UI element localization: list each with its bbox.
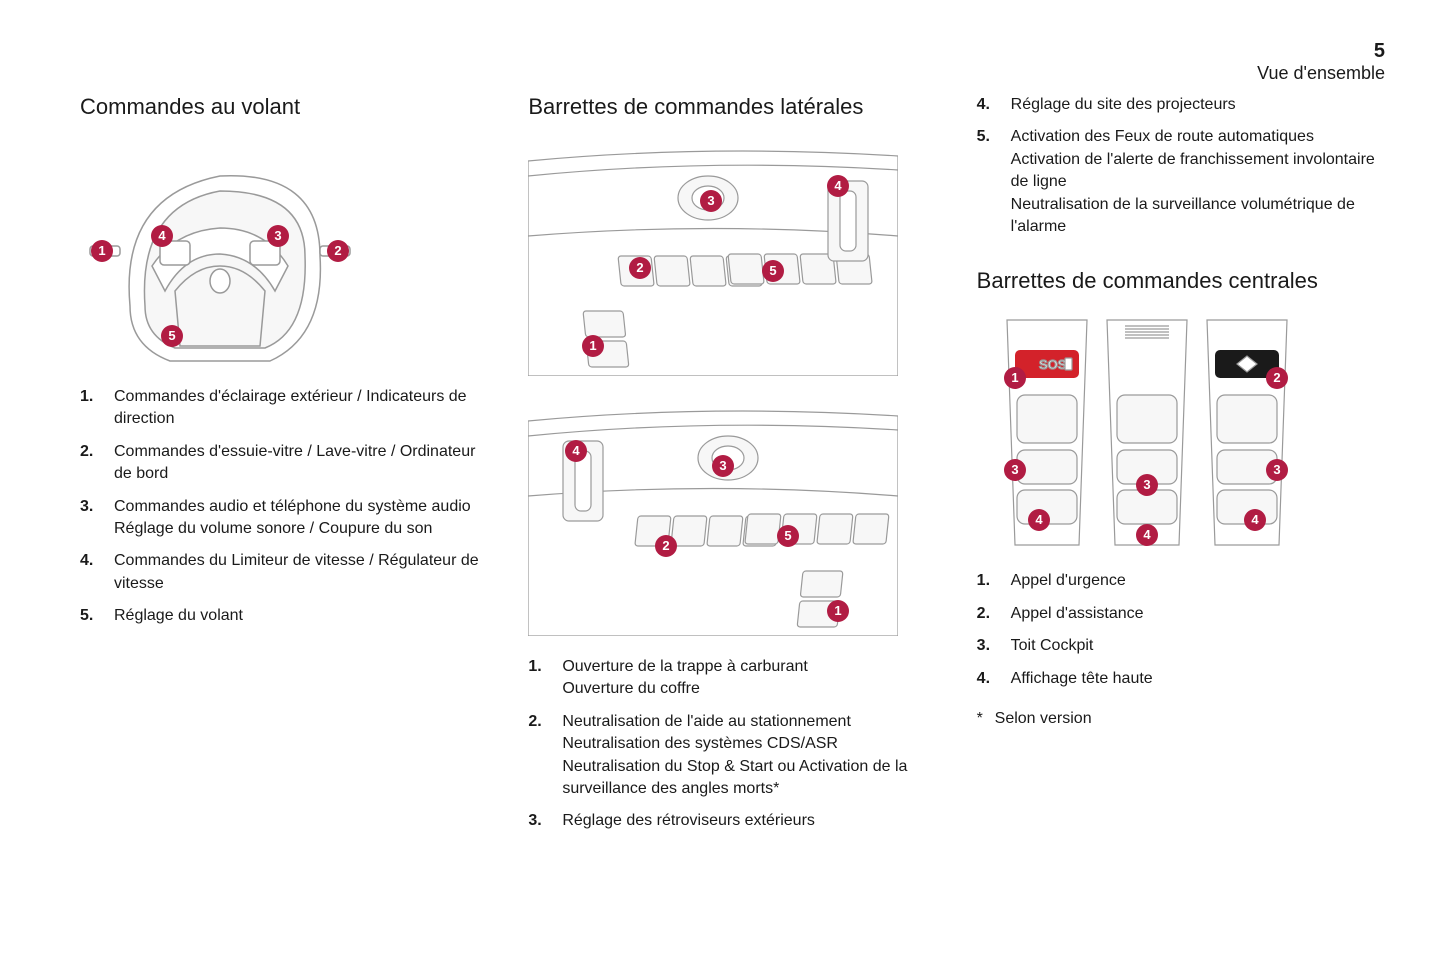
column-steering: Commandes au volant 1 2 3 4 5 Commandes … bbox=[80, 94, 488, 843]
svg-text:3: 3 bbox=[274, 228, 281, 243]
list-item-line: Neutralisation de l'aide au stationnemen… bbox=[562, 711, 936, 733]
svg-text:1: 1 bbox=[835, 603, 842, 618]
svg-text:3: 3 bbox=[720, 458, 727, 473]
list-central: Appel d'urgence Appel d'assistance Toit Co… bbox=[977, 570, 1385, 690]
column-lateral: Barrettes de commandes latérales 1 2 3 4… bbox=[528, 94, 936, 843]
svg-text:2: 2 bbox=[334, 243, 341, 258]
list-item: Neutralisation de l'aide au stationnemen… bbox=[562, 711, 936, 801]
list-item: Appel d'assistance bbox=[1011, 603, 1385, 625]
svg-text:3: 3 bbox=[708, 193, 715, 208]
list-item-line: Activation de l'alerte de franchissement… bbox=[1011, 149, 1385, 194]
figure-steering-wheel: 1 2 3 4 5 bbox=[80, 136, 488, 366]
list-item: Commandes audio et téléphone du système … bbox=[114, 496, 488, 541]
svg-text:3: 3 bbox=[1143, 477, 1150, 492]
vue-label: Vue d'ensemble bbox=[80, 63, 1385, 84]
list-lateral-continuation: 4.Réglage du site des projecteurs5.Activ… bbox=[977, 94, 1385, 238]
columns: Commandes au volant 1 2 3 4 5 Commandes … bbox=[80, 94, 1385, 843]
svg-text:SOS: SOS bbox=[1039, 357, 1067, 372]
list-item: 4.Réglage du site des projecteurs bbox=[1011, 94, 1385, 116]
list-item-number: 5. bbox=[977, 126, 990, 148]
column-central: 4.Réglage du site des projecteurs5.Activ… bbox=[977, 94, 1385, 843]
heading-central: Barrettes de commandes centrales bbox=[977, 268, 1385, 294]
svg-text:1: 1 bbox=[590, 338, 597, 353]
list-item-line: Réglage du volant bbox=[114, 605, 488, 627]
list-item: Toit Cockpit bbox=[1011, 635, 1385, 657]
page-header: 5 Vue d'ensemble bbox=[80, 40, 1385, 84]
svg-text:4: 4 bbox=[835, 178, 843, 193]
list-item-line: Appel d'assistance bbox=[1011, 603, 1385, 625]
svg-text:4: 4 bbox=[1251, 512, 1259, 527]
list-item-line: Ouverture du coffre bbox=[562, 678, 936, 700]
list-item-line: Commandes du Limiteur de vitesse / Régul… bbox=[114, 550, 488, 595]
list-item-line: Neutralisation du Stop & Start ou Activa… bbox=[562, 756, 936, 801]
list-steering: Commandes d'éclairage extérieur / Indica… bbox=[80, 386, 488, 628]
figure-lateral-a: 1 2 3 4 5 bbox=[528, 136, 936, 376]
svg-text:1: 1 bbox=[98, 243, 105, 258]
list-item: Commandes d'éclairage extérieur / Indica… bbox=[114, 386, 488, 431]
list-item: Réglage du volant bbox=[114, 605, 488, 627]
svg-text:4: 4 bbox=[158, 228, 166, 243]
figure-central: SOS 1 2 3 3 3 4 4 4 bbox=[977, 310, 1385, 550]
list-item-line: Réglage du site des projecteurs bbox=[1011, 94, 1385, 116]
footnote-star: * bbox=[977, 710, 983, 728]
figure-lateral-b: 1 2 3 4 5 bbox=[528, 396, 936, 636]
list-item-line: Commandes audio et téléphone du système … bbox=[114, 496, 488, 518]
svg-text:4: 4 bbox=[1035, 512, 1043, 527]
svg-text:4: 4 bbox=[1143, 527, 1151, 542]
list-item-line: Commandes d'éclairage extérieur / Indica… bbox=[114, 386, 488, 431]
list-item-line: Réglage du volume sonore / Coupure du so… bbox=[114, 518, 488, 540]
list-item-line: Réglage des rétroviseurs extérieurs bbox=[562, 810, 936, 832]
list-item-line: Appel d'urgence bbox=[1011, 570, 1385, 592]
list-item-line: Activation des Feux de route automatique… bbox=[1011, 126, 1385, 148]
svg-text:1: 1 bbox=[1011, 370, 1018, 385]
page-number: 5 bbox=[80, 40, 1385, 63]
svg-text:4: 4 bbox=[573, 443, 581, 458]
list-item: Affichage tête haute bbox=[1011, 668, 1385, 690]
svg-text:3: 3 bbox=[1011, 462, 1018, 477]
svg-text:5: 5 bbox=[770, 263, 777, 278]
list-lateral: Ouverture de la trappe à carburantOuvert… bbox=[528, 656, 936, 833]
svg-text:3: 3 bbox=[1273, 462, 1280, 477]
list-item-line: Commandes d'essuie-vitre / Lave-vitre / … bbox=[114, 441, 488, 486]
list-item: Réglage des rétroviseurs extérieurs bbox=[562, 810, 936, 832]
list-item: Appel d'urgence bbox=[1011, 570, 1385, 592]
svg-text:5: 5 bbox=[168, 328, 175, 343]
svg-text:2: 2 bbox=[637, 260, 644, 275]
list-item-number: 4. bbox=[977, 94, 990, 116]
list-item: Commandes du Limiteur de vitesse / Régul… bbox=[114, 550, 488, 595]
list-item: 5.Activation des Feux de route automatiq… bbox=[1011, 126, 1385, 238]
footnote: * Selon version bbox=[977, 710, 1385, 728]
list-item-line: Affichage tête haute bbox=[1011, 668, 1385, 690]
list-item-line: Neutralisation de la surveillance volumé… bbox=[1011, 194, 1385, 239]
list-item-line: Ouverture de la trappe à carburant bbox=[562, 656, 936, 678]
svg-text:5: 5 bbox=[785, 528, 792, 543]
list-item-line: Toit Cockpit bbox=[1011, 635, 1385, 657]
list-item: Commandes d'essuie-vitre / Lave-vitre / … bbox=[114, 441, 488, 486]
heading-lateral: Barrettes de commandes latérales bbox=[528, 94, 936, 120]
heading-steering: Commandes au volant bbox=[80, 94, 488, 120]
footnote-text: Selon version bbox=[995, 710, 1092, 727]
list-item: Ouverture de la trappe à carburantOuvert… bbox=[562, 656, 936, 701]
svg-text:2: 2 bbox=[1273, 370, 1280, 385]
list-item-line: Neutralisation des systèmes CDS/ASR bbox=[562, 733, 936, 755]
svg-text:2: 2 bbox=[663, 538, 670, 553]
